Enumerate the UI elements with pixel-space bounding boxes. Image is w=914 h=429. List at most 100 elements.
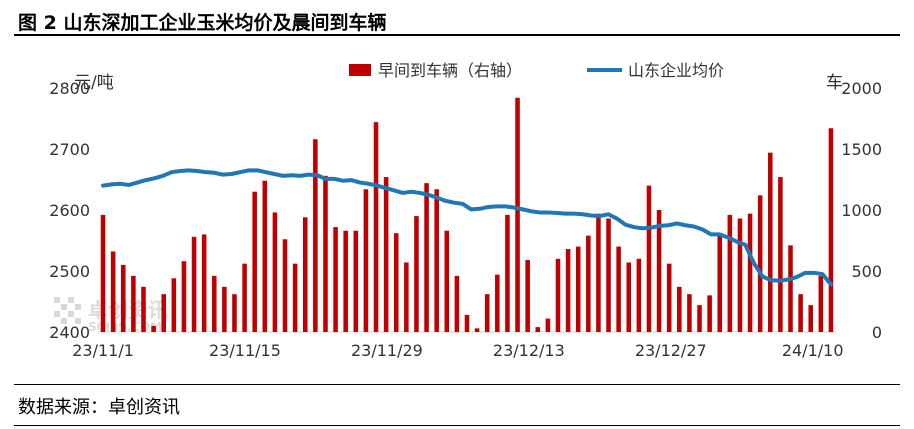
bar	[414, 216, 419, 332]
y-left-tick-label: 2800	[49, 79, 90, 98]
bar	[252, 191, 257, 332]
bar	[586, 235, 591, 332]
y-right-tick-label: 1000	[841, 201, 882, 220]
y-left-tick-label: 2700	[49, 140, 90, 159]
y-right-tick-label: 2000	[841, 79, 882, 98]
legend-bar-swatch	[349, 64, 371, 76]
bar	[828, 128, 834, 332]
watermark-logo-cell	[54, 297, 60, 303]
bar	[464, 314, 470, 332]
bar	[555, 258, 561, 332]
bar	[454, 275, 460, 332]
watermark-logo-cell	[54, 311, 60, 317]
bar	[677, 286, 682, 332]
bar	[798, 294, 803, 332]
bar	[393, 233, 399, 332]
bar	[323, 175, 328, 332]
bar	[363, 189, 369, 332]
bar	[222, 286, 227, 332]
bar	[565, 249, 571, 332]
bar	[757, 195, 763, 332]
bar	[302, 217, 308, 332]
axes: 2400 2500 2600 2700 2800 0 500 1000 1500 2000 元/吨 车…	[49, 73, 882, 360]
line-series	[101, 168, 833, 287]
bar	[717, 235, 723, 332]
bar	[232, 294, 237, 332]
bar	[474, 328, 480, 332]
bar	[768, 152, 773, 332]
bar	[424, 183, 429, 332]
y-left-tick-label: 2600	[49, 201, 90, 220]
bar	[484, 294, 490, 332]
price-line	[101, 168, 833, 287]
y-left-tick-label: 2400	[49, 323, 90, 342]
bar	[505, 214, 510, 332]
y-right-tick-label: 0	[872, 323, 882, 342]
legend-bar-label: 早间到车辆（右轴）	[378, 61, 522, 80]
bar	[434, 189, 439, 332]
source-note: 数据来源：卓创资讯	[18, 397, 180, 418]
bar	[778, 177, 783, 332]
bar	[636, 258, 642, 332]
bar	[313, 139, 318, 332]
bar	[292, 263, 298, 332]
bar	[272, 212, 278, 332]
bar	[525, 260, 530, 332]
legend: 早间到车辆（右轴） 山东企业均价	[349, 61, 724, 80]
bar	[242, 263, 247, 332]
bar	[181, 261, 187, 332]
bar	[353, 230, 359, 332]
bar	[575, 246, 581, 332]
bar	[131, 275, 136, 332]
bar-series	[100, 97, 834, 332]
bar	[697, 305, 702, 332]
dual-axis-chart: 卓创资讯SCI99.COM 24002500260027002800050010…	[49, 61, 882, 360]
bar	[656, 210, 662, 332]
bar	[808, 305, 813, 332]
bar	[616, 246, 621, 332]
watermark-name: 卓创资讯	[88, 298, 168, 322]
figure-title: 图 2 山东深加工企业玉米均价及晨间到车辆	[18, 12, 387, 34]
bar	[444, 230, 450, 332]
bar	[727, 214, 733, 332]
bar	[262, 180, 268, 332]
bar	[343, 230, 348, 332]
x-tick-label: 23/12/13	[493, 341, 565, 360]
legend-line-label: 山东企业均价	[628, 61, 724, 80]
bar	[707, 295, 712, 332]
bar	[333, 227, 338, 332]
x-tick-label: 23/11/1	[72, 341, 134, 360]
bar	[110, 251, 116, 332]
y-right-tick-label: 1500	[841, 140, 882, 159]
footer: 数据来源：卓创资讯	[14, 384, 900, 426]
bar	[535, 327, 541, 332]
bar	[141, 286, 146, 332]
bar	[747, 213, 753, 332]
watermark-logo-cell	[61, 318, 67, 324]
bar	[191, 236, 197, 332]
y-right-unit: 车	[826, 73, 843, 93]
bar	[151, 325, 156, 332]
watermark-logo-cell	[68, 297, 74, 303]
watermark-logo-cell	[75, 304, 81, 310]
y-right-tick-label: 500	[851, 262, 882, 281]
bar	[687, 294, 692, 332]
bar	[606, 218, 611, 332]
bar	[282, 239, 288, 332]
chart-area: 卓创资讯SCI99.COM 24002500260027002800050010…	[14, 37, 900, 382]
bar	[201, 234, 207, 332]
x-tick-label: 23/12/27	[635, 341, 707, 360]
bar	[161, 294, 166, 332]
x-tick-label: 24/1/10	[782, 341, 844, 360]
bar	[596, 213, 601, 332]
y-left-tick-label: 2500	[49, 262, 90, 281]
watermark-logo-cell	[61, 304, 67, 310]
figure-title-bar: 图 2 山东深加工企业玉米均价及晨间到车辆	[14, 6, 900, 36]
watermark-logo-cell	[75, 318, 81, 324]
bar	[818, 275, 824, 332]
y-left-unit: 元/吨	[74, 73, 114, 93]
bar	[171, 278, 177, 332]
bar	[626, 262, 632, 332]
bar	[515, 97, 520, 332]
bar	[737, 218, 743, 332]
